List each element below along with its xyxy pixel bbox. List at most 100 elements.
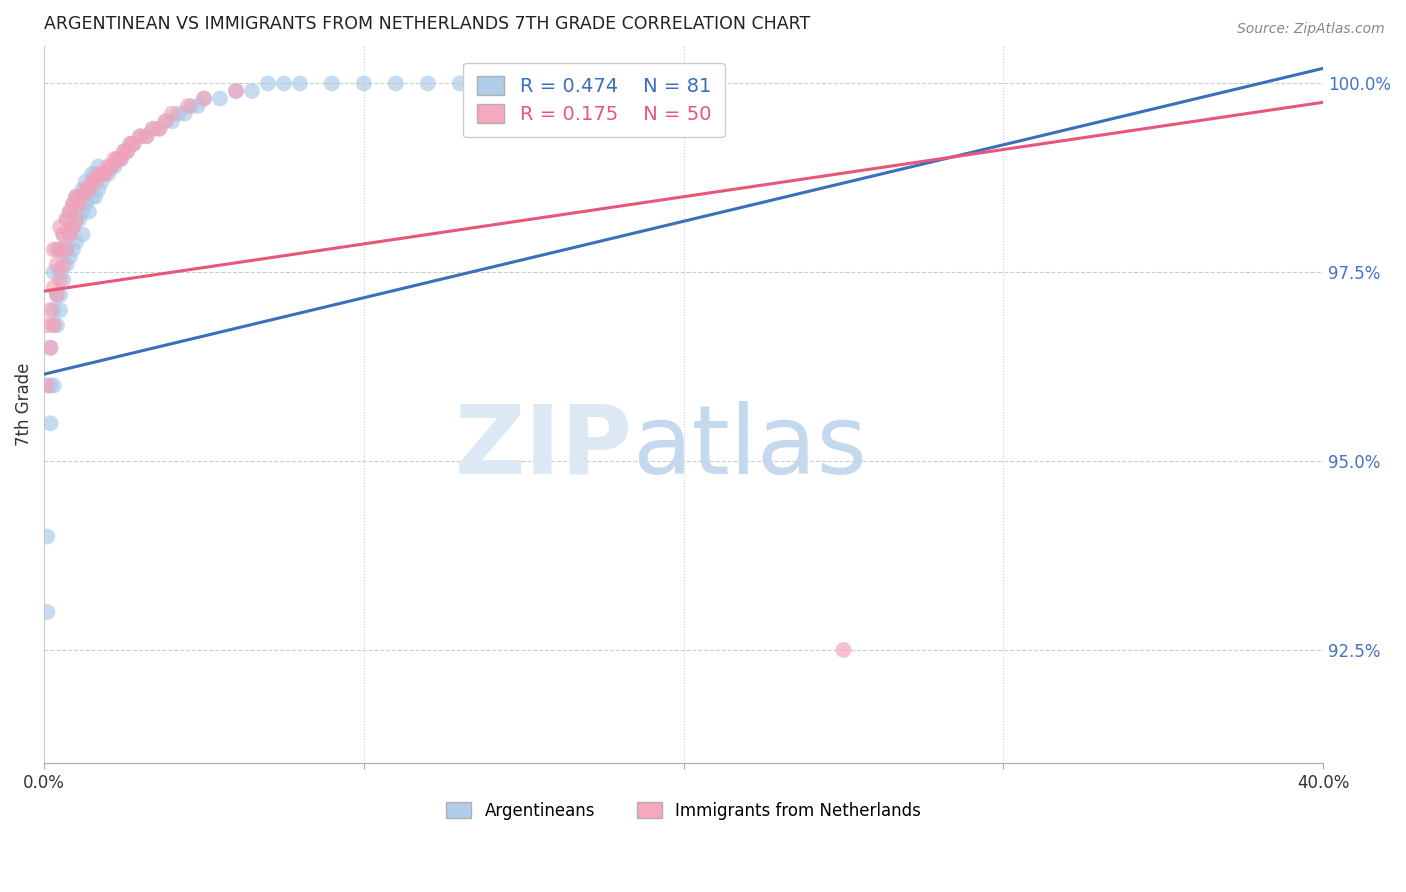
Point [122, 136, 145, 151]
Point [42, 318, 65, 332]
Point [100, 160, 122, 174]
Point [49, 243, 72, 257]
Point [110, 152, 132, 166]
Point [49, 243, 72, 257]
Point [52, 227, 75, 242]
Legend: Argentineans, Immigrants from Netherlands: Argentineans, Immigrants from Netherland… [440, 795, 928, 827]
Point [65, 235, 87, 249]
Point [544, 77, 567, 91]
Text: Source: ZipAtlas.com: Source: ZipAtlas.com [1237, 22, 1385, 37]
Point [94, 167, 117, 181]
Point [42, 318, 65, 332]
Point [55, 258, 77, 272]
Point [42, 378, 65, 392]
Point [72, 227, 94, 242]
Point [321, 77, 343, 91]
Point [45, 318, 67, 332]
Text: atlas: atlas [633, 401, 868, 494]
Point [65, 212, 87, 227]
Point [49, 288, 72, 302]
Point [90, 167, 112, 181]
Point [59, 204, 82, 219]
Point [481, 77, 503, 91]
Point [37, 605, 59, 619]
Point [55, 243, 77, 257]
Point [77, 182, 100, 196]
Point [39, 341, 62, 355]
Point [39, 303, 62, 318]
Point [62, 197, 84, 211]
Point [59, 204, 82, 219]
Point [129, 129, 152, 144]
Point [42, 303, 65, 318]
Point [80, 167, 103, 181]
Point [84, 175, 107, 189]
Point [142, 121, 165, 136]
Point [257, 77, 280, 91]
Point [80, 175, 103, 189]
Point [129, 129, 152, 144]
Point [100, 160, 122, 174]
Point [55, 243, 77, 257]
Point [49, 303, 72, 318]
Point [45, 288, 67, 302]
Point [135, 129, 157, 144]
Point [42, 280, 65, 294]
Point [52, 227, 75, 242]
Point [45, 258, 67, 272]
Point [42, 243, 65, 257]
Point [120, 136, 142, 151]
Point [62, 219, 84, 234]
Point [80, 190, 103, 204]
Point [240, 84, 263, 98]
Point [155, 114, 177, 128]
Point [449, 77, 471, 91]
Point [52, 273, 75, 287]
Point [55, 212, 77, 227]
Point [273, 77, 295, 91]
Point [67, 212, 90, 227]
Point [160, 114, 183, 128]
Point [87, 160, 110, 174]
Text: ARGENTINEAN VS IMMIGRANTS FROM NETHERLANDS 7TH GRADE CORRELATION CHART: ARGENTINEAN VS IMMIGRANTS FROM NETHERLAN… [44, 15, 810, 33]
Point [45, 243, 67, 257]
Point [155, 114, 177, 128]
Point [65, 190, 87, 204]
Point [103, 160, 125, 174]
Point [49, 273, 72, 287]
Point [72, 204, 94, 219]
Point [62, 197, 84, 211]
Point [167, 106, 190, 120]
Point [59, 250, 82, 264]
Point [193, 91, 215, 105]
Point [39, 378, 62, 392]
Point [65, 212, 87, 227]
Point [193, 91, 215, 105]
Point [59, 227, 82, 242]
Point [62, 219, 84, 234]
Point [112, 145, 135, 159]
Point [353, 77, 375, 91]
Point [112, 145, 135, 159]
Point [67, 190, 90, 204]
Point [67, 197, 90, 211]
Point [39, 341, 62, 355]
Point [97, 160, 120, 174]
Point [225, 84, 247, 98]
Point [39, 417, 62, 431]
Point [45, 288, 67, 302]
Point [97, 167, 120, 181]
Point [385, 77, 408, 91]
Point [37, 530, 59, 544]
Point [187, 99, 209, 113]
Point [103, 152, 125, 166]
Point [160, 106, 183, 120]
Point [142, 121, 165, 136]
Point [832, 643, 855, 657]
Point [62, 243, 84, 257]
Point [110, 152, 132, 166]
Point [84, 190, 107, 204]
Point [107, 152, 129, 166]
Point [84, 167, 107, 181]
Point [148, 121, 170, 136]
